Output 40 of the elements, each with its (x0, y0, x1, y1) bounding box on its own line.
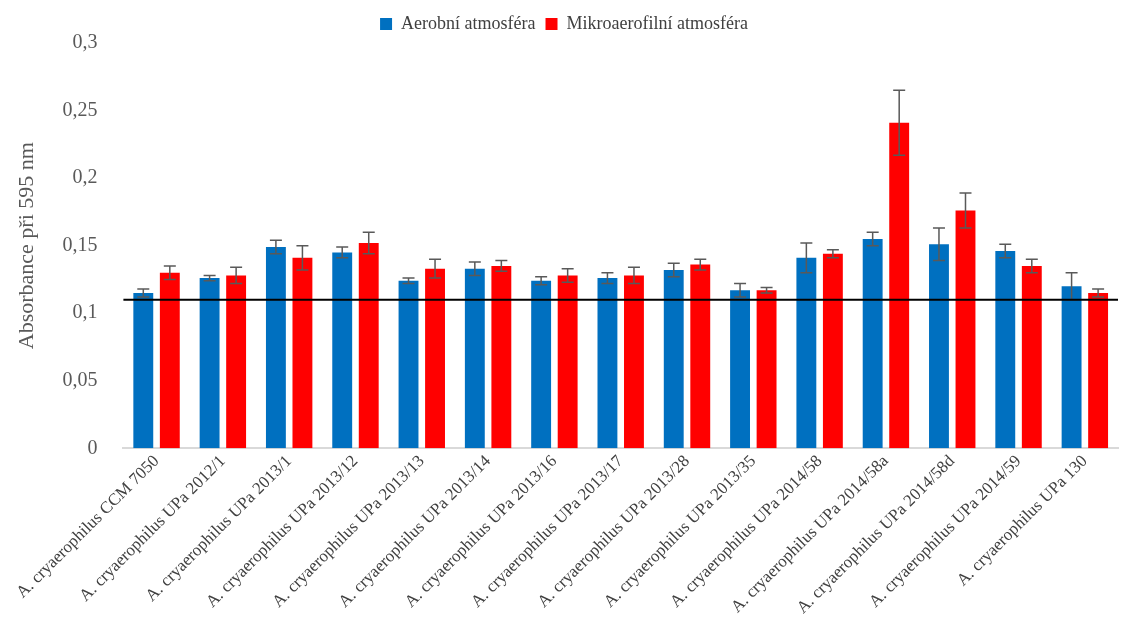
y-tick-label: 0,25 (62, 97, 98, 120)
legend-label: Mikroaerofilní atmosféra (566, 12, 748, 33)
bar (690, 264, 711, 449)
bar (862, 238, 883, 449)
bar (663, 269, 684, 449)
bar (1088, 292, 1109, 449)
y-axis-title: Absorbance při 595 nm (12, 142, 38, 350)
bar (425, 268, 445, 449)
bar (889, 122, 910, 449)
y-tick-label: 0,05 (62, 368, 98, 391)
y-tick-label: 0 (87, 435, 98, 458)
bar (358, 242, 379, 449)
bar (199, 278, 220, 449)
bar (796, 257, 817, 449)
legend-label: Aerobní atmosféra (401, 12, 536, 33)
bar (730, 290, 750, 449)
bar (597, 278, 618, 449)
bar (531, 280, 552, 449)
bar (1061, 286, 1082, 449)
y-tick-label: 0,1 (72, 300, 98, 323)
bar (159, 272, 180, 449)
y-tick-label: 0,2 (72, 165, 98, 188)
y-tick-label: 0,15 (62, 232, 98, 255)
bar (955, 210, 976, 449)
bar (822, 253, 843, 449)
bar (557, 275, 578, 449)
bar (332, 252, 353, 449)
y-tick-label: 0,3 (72, 30, 98, 53)
bar (491, 265, 512, 449)
bar (265, 247, 286, 449)
bar (133, 292, 154, 449)
bar (624, 275, 644, 449)
bar (464, 268, 485, 449)
bar (226, 275, 247, 449)
bar (398, 280, 419, 449)
bar (995, 251, 1016, 449)
bar (929, 244, 949, 449)
bar (756, 290, 777, 449)
bar (1021, 265, 1042, 449)
bar (292, 257, 313, 449)
